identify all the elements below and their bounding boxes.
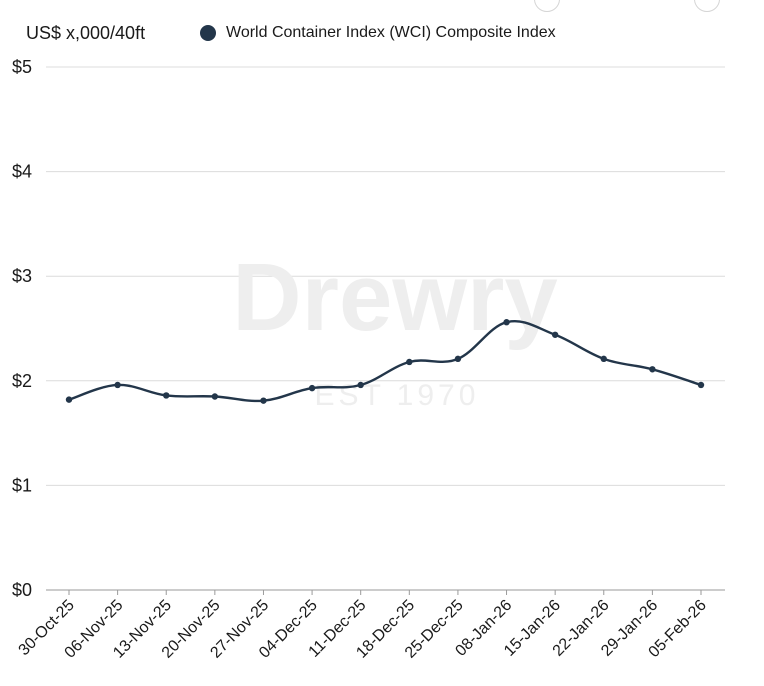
data-point	[454, 355, 462, 363]
data-point	[65, 396, 73, 403]
data-point	[600, 355, 607, 363]
data-point	[357, 381, 364, 389]
data-point	[163, 392, 170, 399]
data-point	[697, 381, 705, 389]
series-line	[68, 320, 702, 403]
data-point	[260, 397, 267, 404]
data-point	[211, 393, 219, 400]
watermark-brand: Drewry	[232, 244, 558, 351]
data-point	[114, 381, 121, 389]
data-point	[649, 366, 656, 373]
chart-legend: World Container Index (WCI) Composite In…	[200, 24, 556, 42]
y-unit-label: US$ x,000/40ft	[26, 23, 146, 43]
y-tick-label: $1	[12, 475, 32, 495]
y-tick-label: $0	[12, 580, 32, 600]
data-point	[406, 358, 413, 366]
y-tick-label: $3	[12, 266, 32, 286]
data-point	[503, 319, 510, 326]
watermark-tagline: EST 1970	[315, 379, 480, 412]
y-tick-label: $4	[12, 162, 32, 182]
data-point	[551, 331, 559, 338]
y-tick-label: $5	[12, 57, 32, 77]
y-tick-label: $2	[12, 371, 32, 391]
legend-marker	[200, 25, 216, 41]
data-point	[308, 384, 316, 392]
legend-label: World Container Index (WCI) Composite In…	[226, 24, 556, 41]
